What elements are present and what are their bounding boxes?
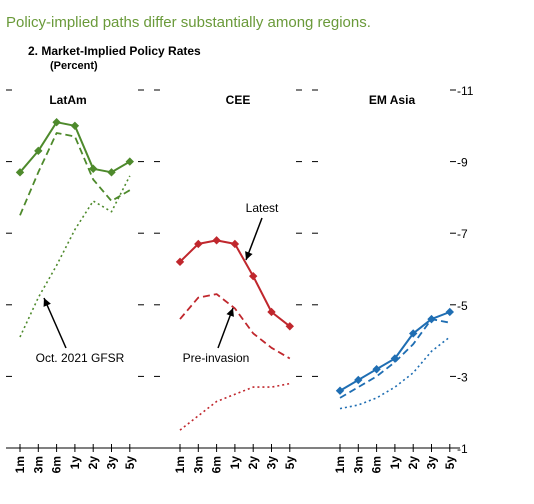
x-tick-label: 1m [333,456,347,473]
x-tick-label: 2y [86,456,100,470]
data-point-marker [70,121,80,130]
x-tick-label: 3y [425,456,439,470]
x-tick-label: 1m [173,456,187,473]
annotation-label: Oct. 2021 GFSR [36,351,125,365]
x-tick-label: 3y [105,456,119,470]
series-line [339,336,451,410]
data-point-marker [372,365,381,374]
data-point-marker [335,386,345,395]
annotation-arrow-line [43,297,67,349]
x-tick-label: 1y [388,456,402,470]
x-tick-label: 6m [210,456,224,473]
data-point-marker [230,239,240,249]
data-point-marker [15,168,25,177]
x-tick-label: 5y [443,456,457,470]
annotation-label: Latest [246,201,279,215]
data-point-marker [34,146,43,156]
data-point-marker [212,236,221,245]
data-point-marker [285,322,294,331]
data-point-marker [267,307,276,317]
x-tick-label: 1m [13,456,27,473]
x-tick-label: 3y [265,456,279,470]
panel-title: CEE [226,93,251,107]
x-tick-label: 6m [50,456,64,473]
x-tick-label: 2y [406,456,420,470]
x-tick-label: 1y [68,456,82,470]
series-line [19,132,131,216]
x-tick-label: 2y [246,456,260,470]
y-tick-label: -3 [457,370,468,384]
x-tick-label: 3m [31,456,45,473]
chart-units: (Percent) [50,60,98,72]
x-tick-label: 5y [283,456,297,470]
x-tick-label: 3m [351,456,365,473]
series-line [339,318,450,399]
series-line [179,293,291,360]
x-tick-label: 6m [370,456,384,473]
panel-title: LatAm [49,93,86,107]
series-line [179,382,290,431]
y-tick-label: -1 [457,442,468,456]
annotation-arrow-head [43,298,51,307]
y-tick-label: -9 [457,156,468,170]
data-point-marker [249,271,258,281]
series-line [19,175,131,338]
data-point-marker [125,157,134,166]
data-point-marker [107,168,116,177]
annotation-arrow-head [226,308,234,317]
data-point-marker [445,307,454,317]
chart-title: 2. Market-Implied Policy Rates [28,44,201,58]
data-point-marker [354,375,363,385]
y-tick-label: -11 [457,84,474,98]
panel-title: EM Asia [369,93,416,107]
data-point-marker [89,164,98,173]
data-point-marker [194,239,203,249]
annotation-arrow-head [245,251,253,260]
x-tick-label: 5y [123,456,137,470]
headline: Policy-implied paths differ substantiall… [6,14,371,31]
x-tick-label: 3m [191,456,205,473]
annotation-label: Pre-invasion [183,351,250,365]
data-point-marker [175,257,185,267]
data-point-marker [52,118,61,127]
data-point-marker [409,329,418,338]
x-tick-label: 1y [228,456,242,470]
y-tick-label: -5 [457,299,468,313]
y-tick-label: -7 [457,227,468,241]
